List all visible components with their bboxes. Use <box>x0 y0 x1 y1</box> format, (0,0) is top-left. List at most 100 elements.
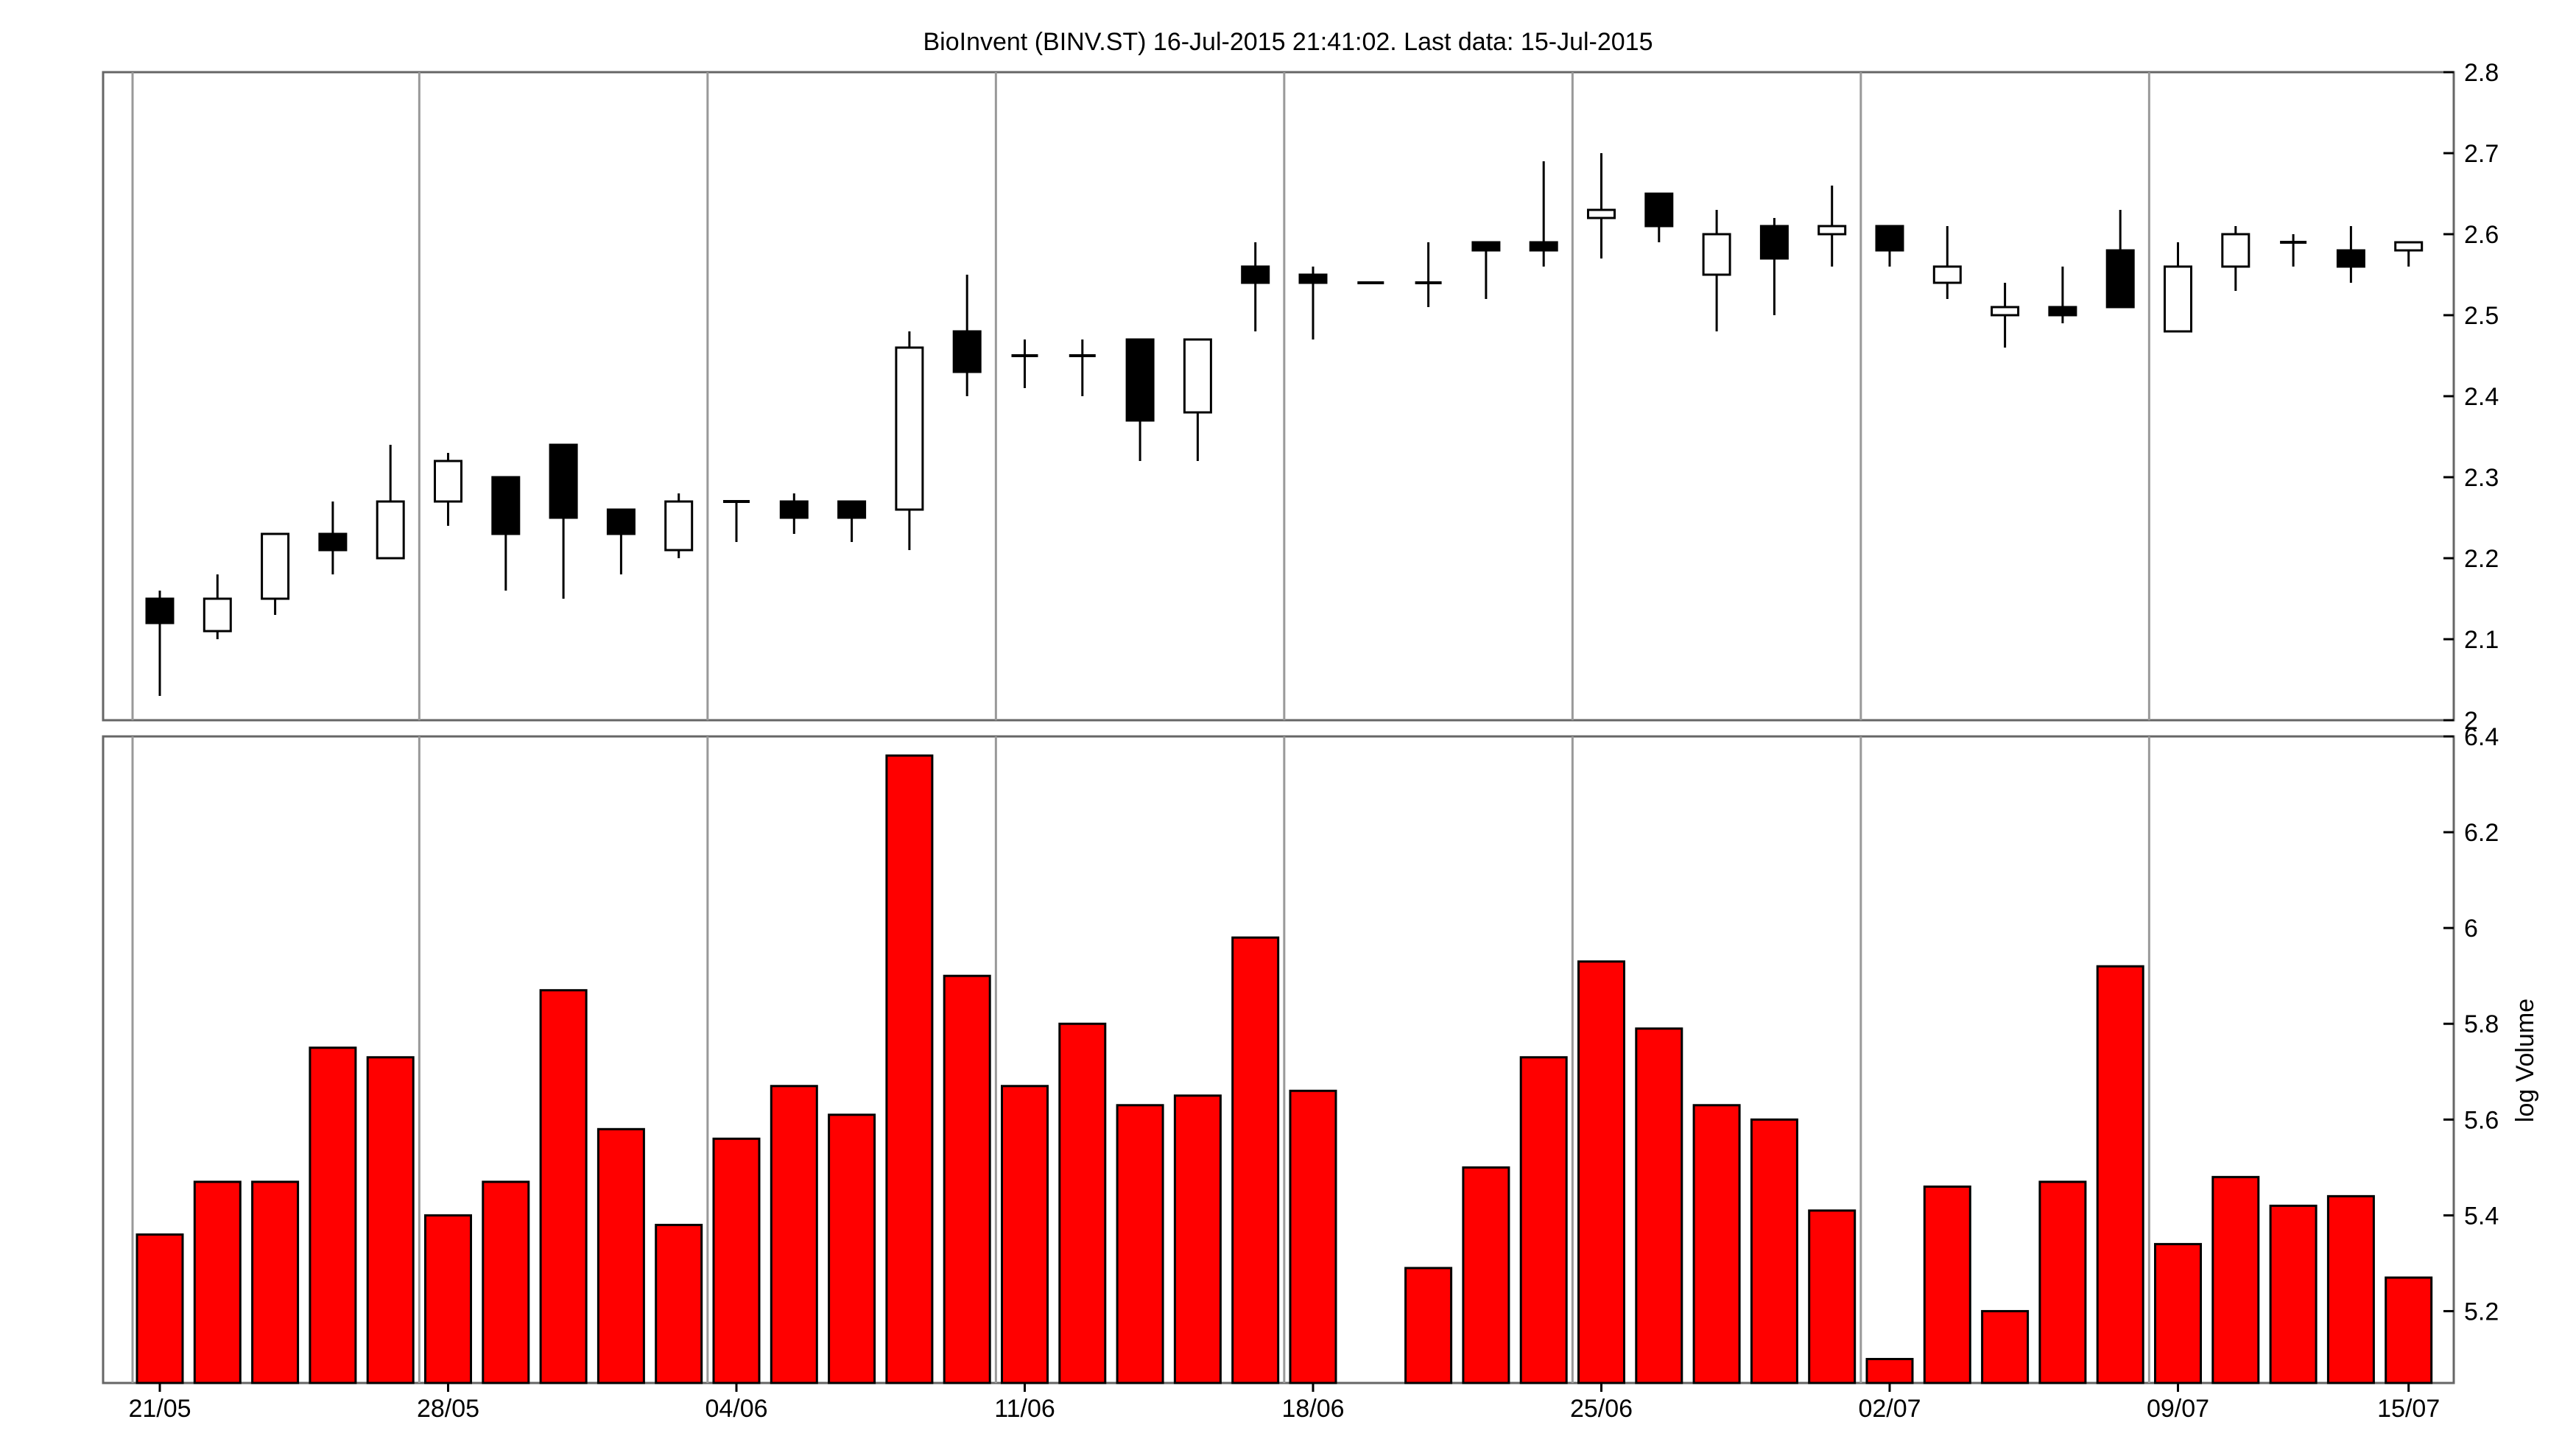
volume-bar <box>943 974 991 1384</box>
candle-body <box>1241 265 1270 284</box>
candle <box>779 493 809 534</box>
x-tick-label: 02/07 <box>1858 1395 1921 1423</box>
volume-bar <box>1923 1185 1971 1384</box>
candle <box>2280 234 2307 267</box>
candle <box>1241 242 1270 331</box>
volume-bar <box>136 1233 184 1384</box>
candle <box>434 453 462 526</box>
volume-bar <box>885 754 934 1384</box>
volume-bar <box>1001 1085 1049 1384</box>
candle <box>1932 226 1962 299</box>
candle-body <box>1991 306 2020 317</box>
candle-body <box>1644 192 1674 228</box>
x-tick-label: 21/05 <box>128 1395 191 1423</box>
x-tick-label: 11/06 <box>994 1395 1055 1423</box>
candle <box>723 500 750 542</box>
volume-y-axis: 5.2 5.4 5.6 5.8 6 6.2 6.4 <box>2443 723 2499 1326</box>
candle-body <box>1125 338 1155 422</box>
candle-body <box>1471 241 1501 252</box>
volume-y-tick-label: 6 <box>2464 915 2478 943</box>
candle-body <box>895 346 924 511</box>
candle <box>1529 161 1558 267</box>
price-y-tick-label: 2.6 <box>2464 221 2499 249</box>
candle <box>376 445 405 560</box>
candle <box>1125 338 1155 461</box>
volume-y-tick-label: 5.2 <box>2464 1298 2499 1326</box>
price-y-axis: 2 2.1 2.2 2.3 2.4 2.5 2.6 2.7 2.8 <box>2443 59 2499 735</box>
candle <box>1759 218 1789 315</box>
x-tick-label: 18/06 <box>1281 1395 1344 1423</box>
volume-bar <box>2154 1242 2202 1384</box>
volume-bar <box>1635 1027 1683 1384</box>
candle-body <box>1817 225 1847 236</box>
volume-bar <box>597 1127 645 1384</box>
candle <box>491 476 521 591</box>
x-tick-label: 04/06 <box>705 1395 767 1423</box>
candle-body <box>1702 233 1731 276</box>
x-tick-label: 09/07 <box>2147 1395 2209 1423</box>
volume-bar <box>712 1137 761 1384</box>
volume-y-tick-label: 5.6 <box>2464 1106 2499 1134</box>
candle <box>606 508 636 574</box>
volume-grid <box>131 736 2150 1383</box>
candle-body <box>1932 265 1962 284</box>
candle <box>2105 210 2135 309</box>
candle-body <box>261 532 290 600</box>
volume-bar <box>366 1056 415 1384</box>
volume-bar <box>770 1085 818 1384</box>
price-panel-frame <box>102 71 2455 722</box>
x-axis: 21/05 28/05 04/06 11/06 18/06 25/06 02/07 09/07… <box>128 1383 2440 1423</box>
candle <box>145 591 175 696</box>
volume-bar <box>424 1214 472 1384</box>
volume-bar <box>1404 1267 1453 1384</box>
price-panel: 2 2.1 2.2 2.3 2.4 2.5 2.6 2.7 2.8 <box>102 59 2499 735</box>
x-tick-label: 28/05 <box>417 1395 479 1423</box>
candle <box>1702 210 1731 331</box>
candle <box>1817 186 1847 267</box>
candle <box>952 275 982 396</box>
candle-body <box>1529 241 1558 252</box>
candle <box>1875 225 1904 267</box>
price-y-tick-label: 2.1 <box>2464 626 2499 654</box>
price-y-tick-label: 2.5 <box>2464 302 2499 330</box>
candle-body <box>837 500 867 519</box>
x-tick-label: 25/06 <box>1570 1395 1633 1423</box>
candle-body <box>491 476 521 535</box>
price-y-tick-label: 2.8 <box>2464 59 2499 87</box>
candle <box>318 501 348 574</box>
candle <box>664 493 694 558</box>
volume-y-tick-label: 5.4 <box>2464 1202 2499 1230</box>
candle <box>895 331 924 550</box>
volume-bar <box>1577 960 1625 1384</box>
candle-body <box>664 500 694 552</box>
candle-body <box>1298 273 1328 284</box>
candle <box>549 443 578 599</box>
candle-body <box>203 597 232 633</box>
chart-title: BioInvent (BINV.ST) 16-Jul-2015 21:41:02… <box>923 28 1653 56</box>
candle-body <box>2336 249 2365 268</box>
candle <box>261 532 290 615</box>
candle <box>2394 241 2424 267</box>
candle <box>1415 242 1442 307</box>
volume-bar <box>1808 1209 1857 1384</box>
candle-body <box>376 500 405 560</box>
volume-bar <box>251 1180 300 1384</box>
volume-bar <box>828 1113 876 1384</box>
candle-body <box>549 443 578 519</box>
volume-bar <box>1231 936 1280 1384</box>
candle-body <box>1587 208 1616 219</box>
candle <box>2221 226 2251 291</box>
candle-body <box>952 330 982 373</box>
candle-body <box>2164 265 2192 333</box>
volume-bar <box>2269 1204 2318 1384</box>
candle <box>1069 339 1096 396</box>
candle <box>2164 242 2192 333</box>
price-y-tick-label: 2 <box>2464 707 2478 735</box>
candle <box>1011 339 1038 388</box>
candle <box>1991 283 2020 348</box>
volume-bar <box>2211 1175 2260 1384</box>
volume-bar <box>1981 1309 2030 1384</box>
volume-bar <box>1116 1104 1164 1384</box>
volume-bar <box>2326 1194 2375 1384</box>
candle-body <box>2105 249 2135 309</box>
